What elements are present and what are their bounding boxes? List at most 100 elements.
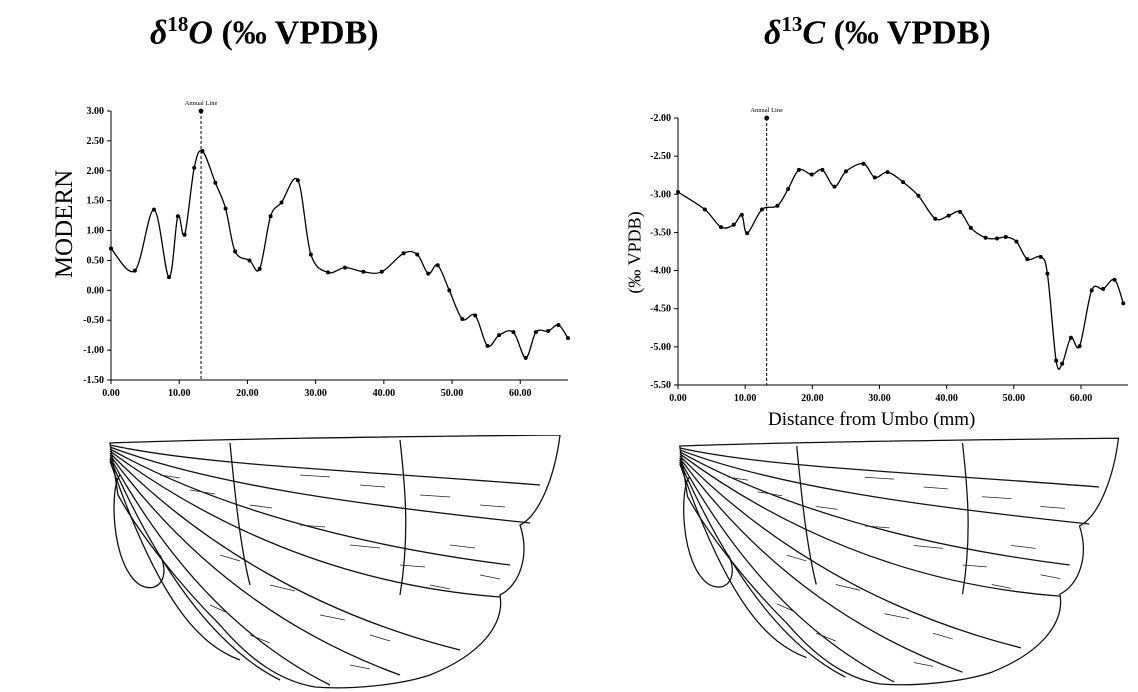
data-point — [1014, 239, 1019, 244]
data-point — [983, 235, 988, 240]
x-tick-label: 50.00 — [441, 388, 464, 399]
data-point — [151, 207, 156, 212]
data-point — [1068, 335, 1073, 340]
data-point — [718, 225, 723, 230]
annual-line-marker — [198, 108, 204, 114]
x-tick-label: 60.00 — [509, 388, 532, 399]
data-point — [415, 252, 420, 257]
y-tick-label: 1.50 — [87, 196, 105, 207]
y-tick-label: 2.50 — [87, 136, 105, 147]
data-point — [268, 214, 273, 219]
annual-line-label: Annual Line — [185, 100, 218, 107]
y-tick-label: -2.00 — [650, 113, 671, 124]
x-tick-label: 30.00 — [868, 393, 891, 404]
data-point — [109, 246, 113, 251]
data-point — [786, 186, 791, 191]
data-point — [460, 317, 465, 322]
data-point — [861, 161, 866, 166]
y-tick-label: -5.00 — [650, 342, 671, 353]
data-point — [182, 232, 187, 237]
data-point — [796, 167, 801, 172]
y-tick-label: 1.00 — [87, 226, 105, 237]
data-point — [1038, 254, 1043, 259]
data-point — [566, 336, 570, 341]
data-point — [1060, 361, 1065, 366]
data-point — [1054, 358, 1059, 363]
x-tick-label: 60.00 — [1070, 393, 1093, 404]
data-point — [342, 265, 347, 270]
y-tick-label: 0.00 — [87, 285, 105, 296]
oxygen-chart-title: δ18O (‰ VPDB) — [150, 12, 379, 52]
shell-growth-marks — [728, 476, 1065, 667]
data-point — [995, 236, 1000, 241]
y-tick-label: -1.00 — [83, 345, 104, 356]
annual-line-label: Annual Line — [750, 107, 783, 114]
data-point — [731, 222, 736, 227]
data-point — [958, 209, 963, 214]
shell-illustration-left — [109, 435, 561, 689]
data-point — [361, 269, 366, 274]
data-point — [775, 203, 780, 208]
data-point — [1025, 257, 1030, 262]
data-point — [533, 330, 538, 335]
x-tick-label: 0.00 — [669, 393, 687, 404]
carbon-chart-group: -2.00 -2.50 -3.00 -3.50 -4.00 -4.50 -5.00 -5.50… — [650, 107, 1128, 404]
data-point — [213, 180, 218, 185]
data-point — [175, 214, 180, 219]
data-point — [885, 170, 890, 175]
delta-symbol: δ — [150, 14, 168, 52]
series-line — [110, 149, 569, 359]
data-point — [497, 333, 502, 338]
data-point — [166, 275, 171, 280]
y-tick-label: 3.00 — [87, 106, 105, 117]
data-point — [379, 269, 384, 274]
annual-line-marker — [764, 115, 770, 121]
data-point — [1003, 235, 1008, 240]
x-tick-label: 10.00 — [168, 388, 191, 399]
data-point — [843, 169, 848, 174]
data-point — [223, 206, 228, 211]
data-point — [308, 252, 313, 257]
data-point — [325, 270, 330, 275]
data-point — [872, 175, 877, 180]
element-symbol: C — [802, 14, 826, 52]
unit-label: (‰ VPDB) — [833, 14, 991, 52]
y-tick-label: -5.50 — [650, 380, 671, 391]
x-tick-label: 40.00 — [373, 388, 396, 399]
data-point — [435, 263, 440, 268]
carbon-chart-title: δ13C (‰ VPDB) — [764, 12, 991, 52]
data-point — [1112, 277, 1117, 282]
data-point — [192, 165, 197, 170]
data-point — [511, 330, 516, 335]
data-point — [745, 231, 750, 236]
x-axis-label: Distance from Umbo (mm) — [768, 409, 976, 430]
data-point — [739, 212, 744, 217]
y-tick-label: -0.50 — [83, 315, 104, 326]
data-point — [946, 213, 951, 218]
data-point — [473, 313, 478, 318]
y-tick-label: -3.00 — [650, 189, 671, 200]
y-tick-label: -4.00 — [650, 266, 671, 277]
data-point — [933, 216, 938, 221]
data-point — [200, 149, 205, 154]
data-point — [1045, 271, 1050, 276]
element-symbol: O — [188, 14, 213, 52]
y-tick-label: 2.00 — [87, 166, 105, 177]
shell-drawing — [679, 437, 1120, 686]
y-tick-label: -4.50 — [650, 304, 671, 315]
x-tick-label: 40.00 — [935, 393, 958, 404]
data-point — [702, 207, 707, 212]
data-point — [1101, 286, 1106, 291]
data-point — [257, 266, 262, 271]
data-point — [295, 178, 300, 183]
data-point — [809, 172, 814, 177]
data-point — [676, 189, 680, 194]
data-point — [1121, 301, 1126, 306]
data-point — [1089, 288, 1094, 293]
shell-illustration-right — [679, 437, 1120, 686]
data-point — [426, 271, 431, 276]
isotope-superscript: 18 — [167, 12, 189, 36]
shell-growth-marks — [159, 474, 506, 670]
y-tick-label: 0.50 — [87, 255, 105, 266]
